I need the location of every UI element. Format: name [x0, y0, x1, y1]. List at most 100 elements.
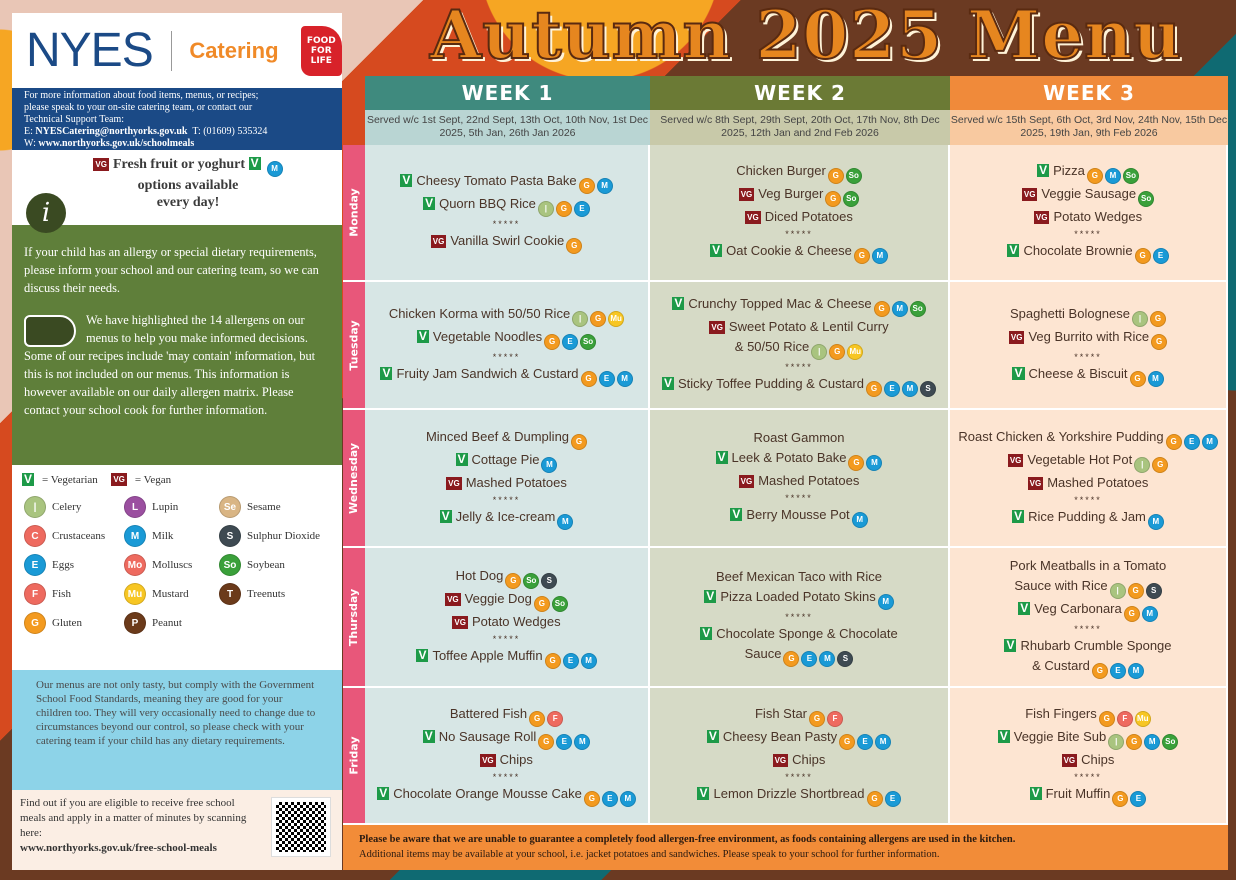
menu-item: VG Diced Potatoes — [745, 207, 853, 227]
soybean-icon: So — [219, 554, 241, 576]
celery-icon: | — [572, 310, 589, 327]
dish-name: Fish Fingers — [1025, 706, 1097, 721]
vegetarian-tag: V — [715, 450, 728, 464]
legend-milk: M Milk — [122, 525, 217, 547]
milk-icon: M — [1144, 734, 1161, 750]
gluten-icon: G — [571, 433, 588, 450]
course-separator: ***** — [785, 361, 813, 372]
vegetarian-tag: V — [400, 173, 413, 187]
divider — [170, 30, 172, 71]
dish-name: Vanilla Swirl Cookie — [450, 233, 565, 248]
menu-cell-monday: V Pizza G M So VG Veggie Sausage So VG Potato Wed… — [950, 145, 1228, 282]
gluten-icon: G — [1098, 711, 1115, 727]
gluten-icon: G — [848, 455, 865, 471]
vegan-tag: VG — [1061, 754, 1078, 767]
allergen-label: Fish — [52, 588, 71, 600]
dish-name: Veg Burger — [758, 186, 824, 201]
menu-item: Fish Star G F — [755, 704, 843, 727]
menu-item: V Chocolate Brownie G E — [1007, 241, 1169, 264]
milk-icon: M — [619, 791, 636, 807]
vegetarian-tag: V — [248, 156, 261, 170]
info-panel: NYES Catering FOOD FOR LIFE For more info… — [12, 13, 342, 870]
dish-name: Rice Pudding & Jam — [1028, 508, 1146, 524]
allergen-legend: V = Vegetarian VG = Vegan | Celery L Lupin Se S… — [12, 465, 342, 670]
fish-icon: F — [1116, 711, 1133, 727]
course-separator: ***** — [492, 772, 521, 782]
sulphur-icon: S — [837, 651, 854, 667]
vegetarian-tag: V — [1007, 243, 1020, 257]
sulphur-icon: S — [219, 525, 241, 547]
menu-item: VG Sweet Potato & Lentil Curry — [709, 317, 889, 337]
menu-item: V Fruity Jam Sandwich & Custard G E M — [380, 364, 633, 387]
vegetarian-tag: V — [416, 328, 429, 343]
menu-item: Pork Meatballs in a Tomato — [1010, 556, 1167, 576]
vegan-tag: VG — [738, 475, 755, 488]
course-separator: ***** — [785, 612, 813, 622]
vegetarian-tag: V — [380, 365, 393, 380]
course-separator: ***** — [785, 772, 813, 782]
gluten-icon: G — [873, 300, 890, 317]
eggs-icon: E — [1130, 791, 1147, 807]
lupin-icon: L — [124, 496, 146, 518]
vegetarian-tag: V — [1012, 508, 1025, 523]
gluten-icon: G — [580, 370, 597, 387]
menu-item: V Chocolate Orange Mousse Cake G E M — [377, 784, 636, 807]
gluten-icon: G — [829, 343, 846, 360]
eggs-icon: E — [598, 370, 615, 387]
celery-icon: | — [811, 343, 828, 360]
allergen-label: Mustard — [152, 588, 189, 600]
free-meals-link[interactable]: www.northyorks.gov.uk/free-school-meals — [20, 842, 217, 854]
disclaimer-text: Please be aware that we are unable to gu… — [359, 834, 1016, 845]
dish-name: Minced Beef & Dumpling — [425, 428, 570, 444]
menu-item: Spaghetti Bolognese | G — [1010, 304, 1166, 327]
milk-icon: M — [1141, 605, 1158, 622]
dish-name: Mashed Potatoes — [1047, 474, 1149, 490]
dish-name: Toffee Apple Muffin — [432, 647, 543, 663]
gluten-icon: G — [590, 310, 607, 327]
dish-name: Chocolate Sponge & Chocolate — [716, 626, 898, 641]
eggs-icon: E — [1109, 662, 1126, 679]
day-label-wednesday: Wednesday — [343, 410, 365, 548]
menu-item: V Vegetable Noodles G E So — [416, 327, 597, 350]
contact-text: please speak to your on-site catering te… — [24, 102, 253, 113]
qr-code[interactable] — [271, 797, 331, 857]
allergen-label: Peanut — [152, 617, 182, 629]
gluten-icon: G — [583, 791, 600, 807]
gluten-icon: G — [566, 238, 583, 254]
milk-icon: M — [1147, 513, 1164, 530]
served-dates: Served w/c 15th Sept, 6th Oct, 3rd Nov, … — [950, 110, 1228, 145]
email-link[interactable]: NYESCatering@northyorks.gov.uk — [35, 126, 188, 137]
milk-icon: M — [851, 512, 868, 528]
course-separator: ***** — [1074, 623, 1102, 634]
celery-icon: | — [1109, 582, 1126, 599]
legend-celery: | Celery — [22, 496, 122, 518]
served-dates: Served w/c 8th Sept, 29th Sept, 20th Oct… — [650, 110, 950, 145]
menu-item: V Oat Cookie & Cheese G M — [710, 241, 888, 264]
dish-name: & Custard — [1032, 657, 1090, 673]
allergen-label: Gluten — [52, 617, 82, 629]
dish-name: Fruity Jam Sandwich & Custard — [396, 365, 579, 381]
week-header: WEEK 2 — [650, 76, 950, 110]
gluten-icon: G — [1091, 662, 1108, 679]
legend-eggs: E Eggs — [22, 554, 122, 576]
menu-item: Minced Beef & Dumpling G — [425, 427, 588, 450]
allergen-label: Milk — [152, 530, 174, 542]
menu-item: V Berry Mousse Pot M — [730, 505, 868, 528]
allergen-key: | Celery L Lupin Se Sesame C Crustaceans M Milk S S… — [22, 496, 332, 634]
menu-item: V Veg Carbonara G M — [1018, 599, 1158, 622]
soybean-icon: So — [1162, 734, 1179, 750]
menu-item: Roast Chicken & Yorkshire Pudding G E M — [958, 427, 1218, 450]
web-link[interactable]: www.northyorks.gov.uk/schoolmeals — [38, 138, 195, 149]
eggs-icon: E — [883, 380, 900, 397]
allergen-label: Lupin — [152, 501, 179, 513]
dish-name: Fish Star — [754, 706, 807, 721]
milk-icon: M — [901, 380, 918, 397]
vegetarian-tag: V — [700, 626, 713, 640]
dish-name: Chicken Burger — [736, 163, 826, 178]
gluten-icon: G — [578, 178, 595, 194]
course-separator: ***** — [1074, 772, 1102, 782]
gluten-icon: G — [529, 711, 546, 727]
course-separator: ***** — [1074, 351, 1102, 362]
course-separator: ***** — [492, 219, 521, 229]
legend-gluten: G Gluten — [22, 612, 122, 634]
